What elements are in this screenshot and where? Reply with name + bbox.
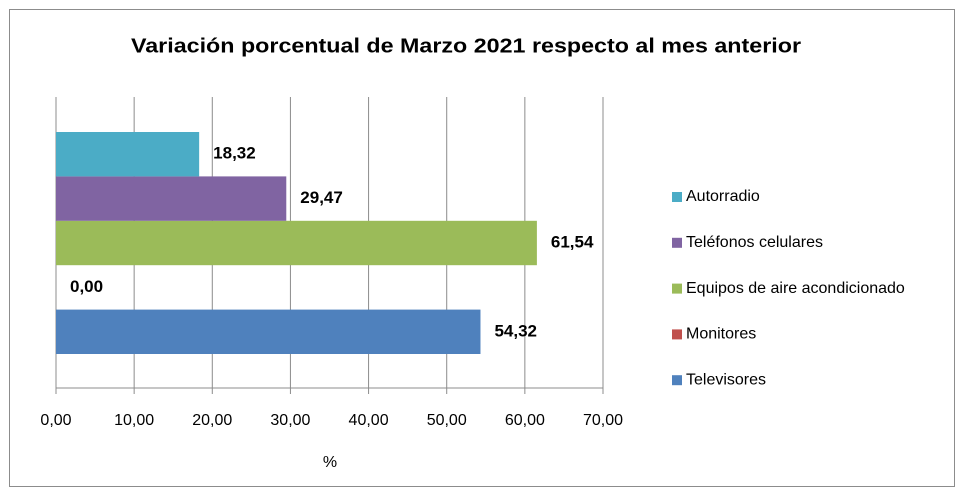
- bar: [56, 176, 287, 221]
- legend-swatch: [672, 329, 682, 340]
- x-axis-title: %: [323, 454, 337, 471]
- chart-title: Variación porcentual de Marzo 2021 respe…: [131, 35, 801, 57]
- bar: [56, 220, 537, 266]
- bar: [56, 309, 481, 354]
- legend-swatch: [672, 283, 682, 294]
- legend-label: Autorradio: [686, 188, 760, 205]
- legend-swatch: [672, 375, 682, 386]
- x-tick-label: 0,00: [40, 412, 71, 429]
- legend-label: Equipos de aire acondicionado: [686, 280, 905, 297]
- data-label: 29,47: [300, 188, 343, 207]
- x-tick-label: 10,00: [114, 412, 154, 429]
- data-label: 61,54: [551, 232, 594, 251]
- data-label: 0,00: [70, 277, 103, 296]
- x-tick-label: 40,00: [349, 412, 389, 429]
- bar: [56, 132, 200, 177]
- legend-label: Monitores: [686, 326, 756, 343]
- x-tick-label: 50,00: [427, 412, 467, 429]
- legend-swatch: [672, 237, 682, 248]
- x-tick-label: 20,00: [192, 412, 232, 429]
- data-label: 18,32: [213, 144, 256, 163]
- legend-label: Teléfonos celulares: [686, 234, 823, 251]
- x-tick-label: 70,00: [583, 412, 623, 429]
- x-tick-label: 60,00: [505, 412, 545, 429]
- legend-label: Televisores: [686, 371, 766, 388]
- legend-swatch: [672, 192, 682, 202]
- x-tick-label: 30,00: [270, 412, 310, 429]
- data-label: 54,32: [494, 321, 537, 340]
